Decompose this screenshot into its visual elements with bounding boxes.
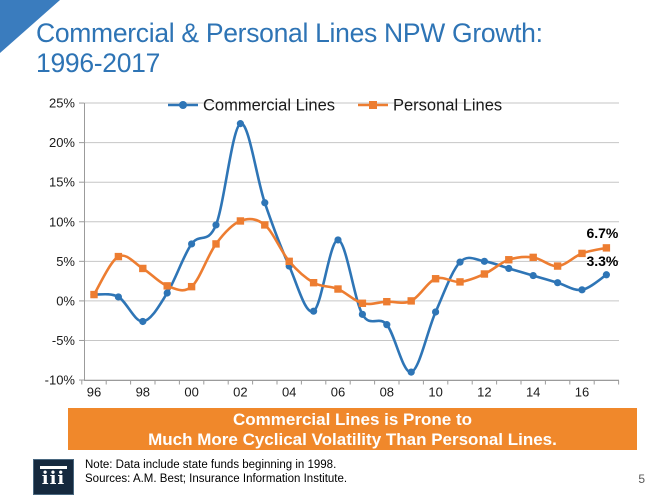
svg-text:15%: 15%: [49, 175, 75, 190]
svg-text:-10%: -10%: [45, 373, 76, 388]
svg-text:06: 06: [331, 385, 345, 400]
svg-text:14: 14: [526, 385, 540, 400]
callout-banner: Commercial Lines is Prone to Much More C…: [68, 408, 637, 450]
svg-text:08: 08: [380, 385, 394, 400]
svg-text:Commercial Lines: Commercial Lines: [203, 97, 335, 115]
svg-text:04: 04: [282, 385, 296, 400]
svg-text:00: 00: [184, 385, 198, 400]
svg-text:10: 10: [428, 385, 442, 400]
svg-text:16: 16: [575, 385, 589, 400]
slide-title-line1: Commercial & Personal Lines NPW Growth:: [36, 18, 543, 48]
svg-text:98: 98: [136, 385, 150, 400]
svg-text:20%: 20%: [49, 135, 75, 150]
iii-logo-text: iii: [39, 466, 68, 489]
callout-banner-line2: Much More Cyclical Volatility Than Perso…: [148, 430, 557, 449]
svg-text:12: 12: [477, 385, 491, 400]
svg-text:10%: 10%: [49, 214, 75, 229]
svg-text:5%: 5%: [56, 254, 75, 269]
corner-accent-triangle: [0, 0, 60, 53]
svg-text:96: 96: [87, 385, 101, 400]
callout-banner-line1: Commercial Lines is Prone to: [232, 410, 472, 429]
svg-text:25%: 25%: [49, 96, 75, 111]
slide-title-line2: 1996-2017: [36, 48, 161, 78]
svg-text:6.7%: 6.7%: [586, 225, 618, 241]
svg-text:02: 02: [233, 385, 247, 400]
slide-title: Commercial & Personal Lines NPW Growth: …: [36, 18, 543, 78]
svg-text:Personal Lines: Personal Lines: [393, 97, 502, 115]
page-number: 5: [638, 472, 645, 486]
footnote-note-line: Note: Data include state funds beginning…: [85, 459, 337, 471]
svg-text:0%: 0%: [56, 293, 75, 308]
svg-text:3.3%: 3.3%: [586, 253, 618, 269]
svg-text:-5%: -5%: [52, 333, 76, 348]
footnote-sources-line: Sources: A.M. Best; Insurance Informatio…: [85, 473, 348, 485]
iii-logo: iii: [33, 459, 74, 495]
footnote: Note: Data include state funds beginning…: [85, 458, 347, 486]
